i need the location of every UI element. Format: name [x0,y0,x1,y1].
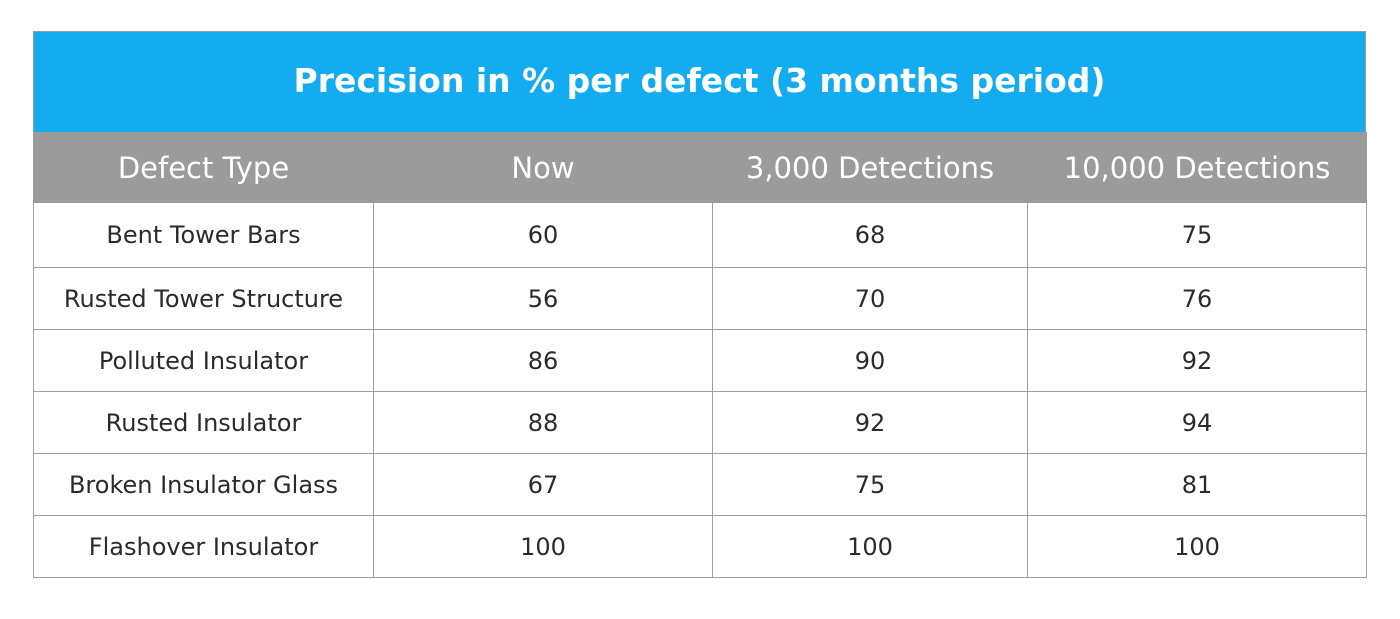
cell-now: 60 [373,202,713,268]
table-row: Flashover Insulator 100 100 100 [33,515,1367,578]
cell-3000: 75 [712,453,1028,516]
cell-10000: 75 [1027,202,1367,268]
table-row: Rusted Insulator 88 92 94 [33,391,1367,454]
data-table: Defect Type Now 3,000 Detections 10,000 … [33,132,1367,578]
cell-now: 88 [373,391,713,454]
cell-now: 67 [373,453,713,516]
table-row: Rusted Tower Structure 56 70 76 [33,267,1367,330]
cell-now: 56 [373,267,713,330]
cell-3000: 68 [712,202,1028,268]
table-row: Broken Insulator Glass 67 75 81 [33,453,1367,516]
cell-defect-type: Flashover Insulator [33,515,374,578]
cell-defect-type: Polluted Insulator [33,329,374,392]
table-row: Bent Tower Bars 60 68 75 [33,202,1367,268]
header-defect-type: Defect Type [33,132,374,203]
cell-10000: 92 [1027,329,1367,392]
cell-now: 86 [373,329,713,392]
cell-defect-type: Broken Insulator Glass [33,453,374,516]
cell-3000: 100 [712,515,1028,578]
header-now: Now [373,132,713,203]
header-row: Defect Type Now 3,000 Detections 10,000 … [33,132,1367,203]
header-10000-detections: 10,000 Detections [1027,132,1367,203]
table-row: Polluted Insulator 86 90 92 [33,329,1367,392]
cell-defect-type: Rusted Tower Structure [33,267,374,330]
cell-3000: 90 [712,329,1028,392]
table-title: Precision in % per defect (3 months peri… [33,31,1366,132]
cell-now: 100 [373,515,713,578]
cell-10000: 76 [1027,267,1367,330]
cell-3000: 92 [712,391,1028,454]
cell-10000: 100 [1027,515,1367,578]
cell-defect-type: Bent Tower Bars [33,202,374,268]
precision-table: Precision in % per defect (3 months peri… [33,31,1367,578]
cell-10000: 94 [1027,391,1367,454]
cell-defect-type: Rusted Insulator [33,391,374,454]
cell-3000: 70 [712,267,1028,330]
cell-10000: 81 [1027,453,1367,516]
header-3000-detections: 3,000 Detections [712,132,1028,203]
